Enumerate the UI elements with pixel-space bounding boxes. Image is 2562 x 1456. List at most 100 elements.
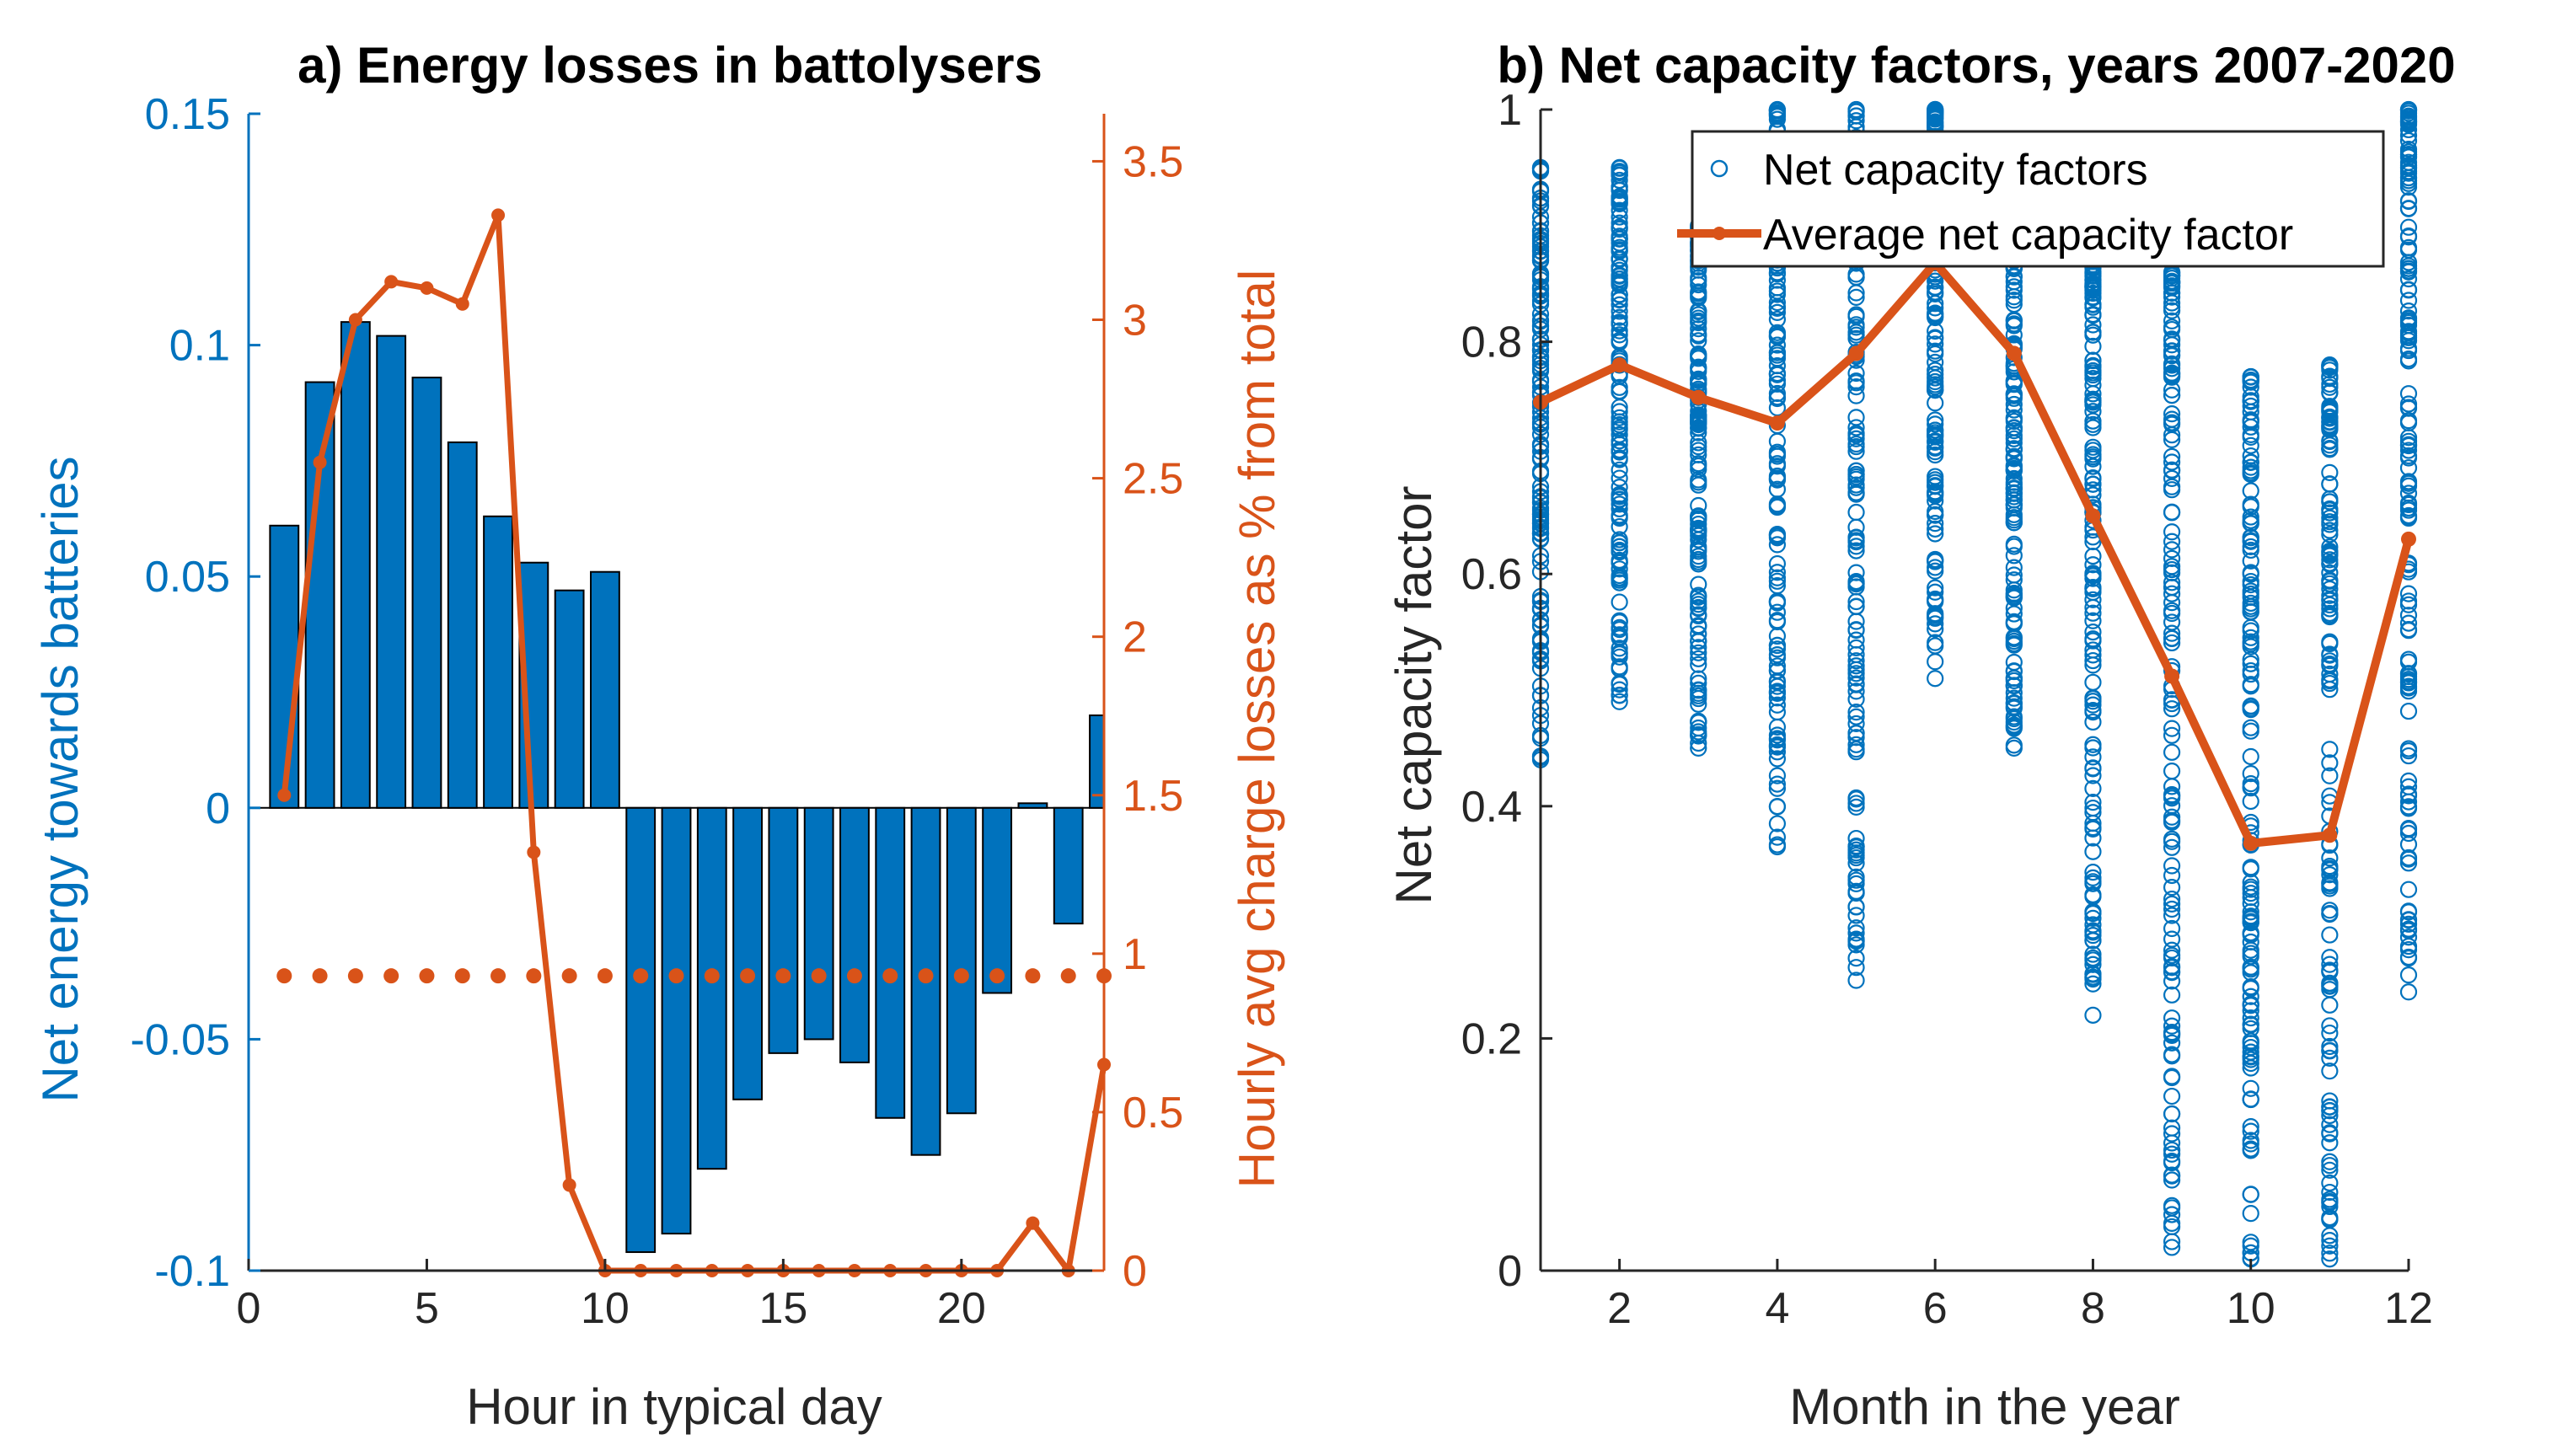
capacity-factor-point-month-8 — [2084, 604, 2102, 622]
capacity-factor-point-month-10 — [2242, 1016, 2259, 1034]
capacity-factor-point-month-6 — [1927, 608, 1944, 626]
capacity-factor-point-month-3 — [1690, 548, 1707, 565]
average-point-month-3 — [1691, 389, 1707, 405]
capacity-factor-point-month-12 — [2399, 112, 2418, 131]
capacity-factor-point-month-11 — [2321, 554, 2339, 572]
capacity-factor-point-month-12 — [2399, 169, 2418, 187]
capacity-factor-point-month-9 — [2163, 700, 2181, 718]
capacity-factor-point-month-11 — [2321, 1161, 2339, 1179]
capacity-factor-point-month-6 — [1927, 562, 1944, 580]
capacity-factor-point-month-8 — [2084, 820, 2102, 838]
capacity-factor-point-month-3 — [1690, 370, 1707, 388]
capacity-factor-point-month-12 — [2399, 821, 2418, 838]
capacity-factor-point-month-4 — [1768, 703, 1787, 721]
capacity-factor-point-month-8 — [2084, 393, 2102, 411]
capacity-factor-point-month-5 — [1847, 790, 1865, 808]
capacity-factor-point-month-9 — [2163, 585, 2181, 602]
capacity-factor-point-month-4 — [1768, 110, 1787, 128]
capacity-factor-point-month-2 — [1611, 296, 1628, 313]
capacity-factor-point-month-9 — [2163, 1152, 2181, 1170]
capacity-factor-point-month-9 — [2163, 272, 2181, 290]
capacity-factor-point-month-6 — [1927, 353, 1944, 372]
capacity-factor-point-month-11 — [2321, 754, 2339, 772]
bar-hour-15 — [768, 806, 799, 1054]
capacity-factor-point-month-9 — [2163, 1206, 2181, 1223]
capacity-factor-point-month-10 — [2242, 1132, 2259, 1149]
capacity-factor-point-month-3 — [1690, 538, 1707, 556]
capacity-factor-point-month-9 — [2163, 720, 2181, 737]
capacity-factor-point-month-5 — [1847, 631, 1865, 649]
bar-hour-16 — [803, 806, 834, 1041]
capacity-factor-point-month-10 — [2242, 552, 2259, 570]
loss-point-9 — [562, 1178, 576, 1192]
capacity-factor-point-month-11 — [2321, 571, 2339, 589]
bar-hour-12 — [661, 806, 692, 1235]
bar-hour-5 — [411, 377, 442, 809]
capacity-factor-point-month-9 — [2163, 726, 2181, 744]
capacity-factor-point-month-11 — [2321, 1042, 2339, 1060]
capacity-factor-point-month-11 — [2321, 1017, 2339, 1035]
capacity-factor-point-month-9 — [2163, 1214, 2181, 1232]
capacity-factor-point-month-4 — [1768, 779, 1787, 797]
reference-point-17 — [846, 968, 862, 984]
capacity-factor-point-month-11 — [2321, 463, 2339, 481]
capacity-factor-point-month-7 — [2005, 372, 2023, 389]
capacity-factor-point-month-12 — [2399, 622, 2418, 640]
capacity-factor-point-month-6 — [1927, 550, 1944, 569]
legend-scatter-label: Net capacity factors — [1763, 146, 2148, 195]
capacity-factor-point-month-3 — [1690, 607, 1707, 625]
capacity-factor-point-month-6 — [1927, 415, 1944, 433]
capacity-factor-point-month-9 — [2163, 1145, 2181, 1163]
bar-hour-7 — [483, 515, 513, 809]
capacity-factor-point-month-3 — [1690, 350, 1707, 367]
capacity-factor-point-month-5 — [1847, 387, 1865, 404]
reference-point-4 — [383, 968, 399, 984]
capacity-factor-point-month-8 — [2084, 376, 2102, 394]
capacity-factor-point-month-5 — [1847, 542, 1865, 559]
capacity-factor-point-month-9 — [2163, 594, 2181, 612]
capacity-factor-point-month-6 — [1927, 278, 1944, 296]
capacity-factor-point-month-4 — [1768, 467, 1787, 485]
x-tick-label: 15 — [758, 1284, 807, 1333]
panel-a-right-y-ticks: 0 0.5 1 1.5 2 2.5 3 3.5 — [1092, 137, 1183, 1296]
capacity-factor-point-month-8 — [2084, 403, 2102, 420]
capacity-factor-point-month-9 — [2163, 919, 2181, 938]
panel-b-y-label: Net capacity factor — [1386, 486, 1442, 905]
capacity-factor-point-month-9 — [2163, 453, 2181, 471]
capacity-factor-point-month-6 — [1927, 272, 1944, 290]
capacity-factor-point-month-12 — [2399, 742, 2418, 760]
capacity-factor-point-month-8 — [2084, 276, 2102, 294]
panel-b-scatter — [1531, 100, 2418, 1268]
capacity-factor-point-month-8 — [2084, 580, 2102, 597]
panel-a-left-y-label: Net energy towards batteries — [32, 456, 88, 1102]
capacity-factor-point-month-8 — [2084, 448, 2102, 466]
capacity-factor-point-month-10 — [2242, 372, 2259, 389]
capacity-factor-point-month-5 — [1847, 919, 1865, 937]
capacity-factor-point-month-2 — [1611, 618, 1628, 636]
capacity-factor-point-month-4 — [1768, 102, 1787, 120]
capacity-factor-point-month-9 — [2163, 763, 2181, 780]
capacity-factor-point-month-3 — [1690, 674, 1707, 692]
loss-point-4 — [384, 275, 399, 289]
capacity-factor-point-month-12 — [2399, 350, 2418, 368]
capacity-factor-point-month-11 — [2321, 538, 2339, 556]
capacity-factor-point-month-12 — [2399, 966, 2418, 984]
capacity-factor-point-month-9 — [2163, 447, 2181, 465]
capacity-factor-point-month-11 — [2321, 741, 2339, 758]
capacity-factor-point-month-5 — [1847, 466, 1865, 484]
capacity-factor-point-month-8 — [2084, 909, 2102, 927]
bar-hour-13 — [696, 806, 727, 1170]
capacity-factor-point-month-10 — [2242, 958, 2259, 977]
capacity-factor-point-month-2 — [1611, 640, 1628, 657]
bar-hour-4 — [376, 335, 407, 809]
capacity-factor-point-month-3 — [1690, 507, 1707, 525]
capacity-factor-point-month-11 — [2321, 902, 2339, 919]
capacity-factor-point-month-2 — [1611, 242, 1628, 260]
capacity-factor-point-month-6 — [1927, 506, 1944, 523]
capacity-factor-point-month-12 — [2399, 592, 2418, 610]
x-tick-label: 20 — [937, 1284, 986, 1333]
average-point-month-7 — [2006, 345, 2022, 361]
capacity-factor-point-month-2 — [1611, 441, 1628, 459]
capacity-factor-point-month-3 — [1690, 446, 1707, 463]
bar-hour-3 — [340, 321, 371, 809]
